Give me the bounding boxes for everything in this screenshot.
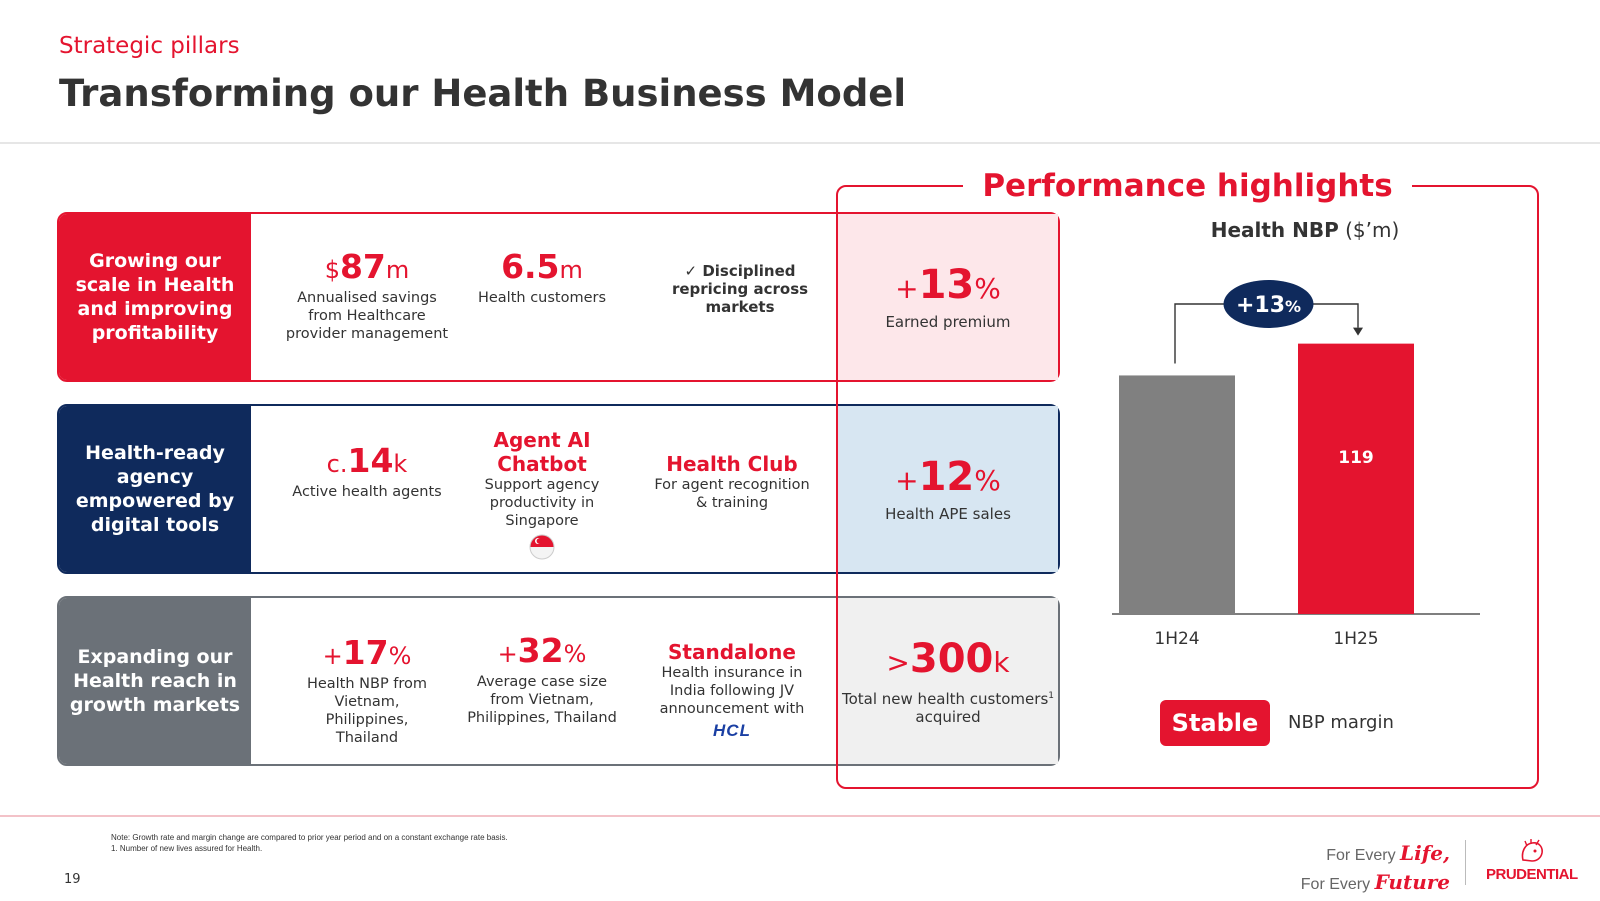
metric-repricing: ✓ Disciplined repricing across markets: [671, 262, 809, 316]
metric-desc: Health insurance in India following JV a…: [659, 665, 805, 717]
header-divider: [0, 142, 1600, 144]
pillar-label: Growing our scale in Health and improvin…: [59, 214, 251, 380]
page-number: 19: [64, 872, 81, 887]
metric-nbp-growth: +17% Health NBP from Vietnam, Philippine…: [297, 634, 437, 747]
metric-desc: Average case size from Vietnam, Philippi…: [467, 674, 617, 726]
health-nbp-chart: 119 1H24 1H25 +13%: [1112, 280, 1480, 649]
pillar-label: Health-ready agency empowered by digital…: [59, 406, 251, 572]
metric-desc: Health NBP from Vietnam, Philippines, Th…: [306, 676, 428, 746]
bar-value-label: 119: [1338, 448, 1374, 468]
metric-active-agents: c.14k Active health agents: [287, 442, 447, 501]
bar-1h25: [1298, 343, 1414, 614]
checkmark-icon: ✓: [684, 262, 698, 280]
metric-health-customers: 6.5m Health customers: [472, 248, 612, 307]
stable-badge: Stable: [1160, 700, 1270, 746]
hcl-logo: HCL: [713, 721, 751, 740]
prudence-logo-icon: [1521, 839, 1543, 862]
highlight-new-customers: >300k Total new health customers1 acquir…: [838, 598, 1058, 764]
footer-divider: [0, 815, 1600, 817]
highlight-earned-premium: +13% Earned premium: [838, 214, 1058, 380]
metric-desc: Annualised savings from Healthcare provi…: [285, 290, 449, 342]
metric-desc: For agent recognition & training: [654, 477, 810, 511]
section-kicker: Strategic pillars: [59, 33, 240, 59]
footnote: Note: Growth rate and margin change are …: [111, 833, 508, 853]
metric-desc: Active health agents: [292, 484, 442, 500]
x-tick-label: 1H25: [1333, 629, 1378, 649]
highlight-ape-sales: +12% Health APE sales: [838, 406, 1058, 572]
bar-1h24: [1119, 375, 1235, 614]
brand-tagline: For Every Life, For Every Future: [1300, 841, 1450, 894]
pillar-label: Expanding our Health reach in growth mar…: [59, 598, 251, 764]
x-tick-label: 1H24: [1154, 629, 1199, 649]
metric-health-club: Health Club For agent recognition & trai…: [648, 452, 816, 512]
metric-desc: Health customers: [477, 290, 607, 306]
logo-divider: [1465, 840, 1466, 885]
prudential-logo-text: PRUDENTIAL: [1486, 866, 1578, 883]
performance-highlights-title: Performance highlights: [982, 168, 1393, 204]
metric-desc: Support agency productivity in Singapore: [484, 477, 600, 529]
page-title: Transforming our Health Business Model: [59, 72, 907, 115]
metric-ai-chatbot: Agent AI Chatbot Support agency producti…: [467, 428, 617, 565]
metric-savings: $87m Annualised savings from Healthcare …: [282, 248, 452, 343]
singapore-flag-icon: [529, 534, 555, 560]
nbp-margin-label: NBP margin: [1288, 712, 1394, 733]
chart-title: Health NBP ($’m): [1210, 218, 1400, 242]
metric-standalone: Standalone Health insurance in India fol…: [652, 640, 812, 740]
growth-bubble: [1223, 280, 1314, 328]
arrow-down-icon: [1353, 327, 1363, 336]
metric-case-size: +32% Average case size from Vietnam, Phi…: [467, 631, 617, 727]
growth-label: +13%: [1236, 293, 1301, 318]
